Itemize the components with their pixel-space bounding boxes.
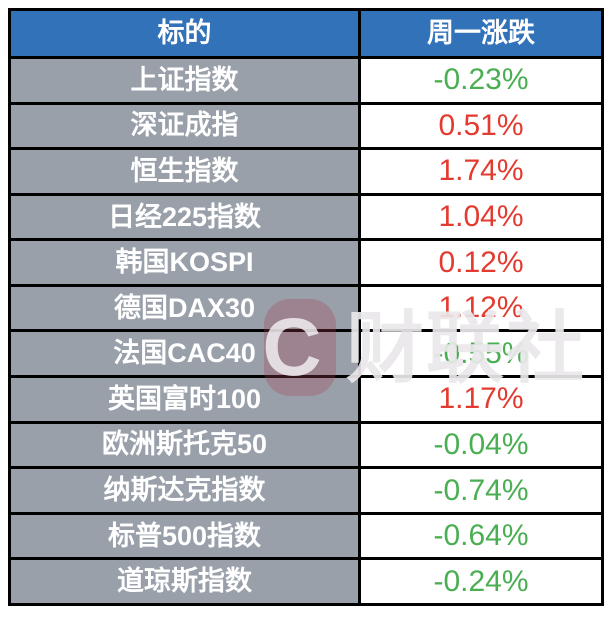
index-name-cell: 标普500指数 [11, 514, 358, 558]
change-value-cell: -0.23% [361, 59, 601, 102]
change-value-cell: 0.51% [361, 104, 601, 148]
index-name-cell: 道琼斯指数 [11, 560, 358, 603]
change-value-cell: 0.12% [361, 241, 601, 284]
header-target-column: 标的 [11, 11, 358, 56]
change-value-cell: 1.04% [361, 195, 601, 239]
change-value-cell: 1.74% [361, 150, 601, 193]
change-value-cell: -0.04% [361, 423, 601, 467]
change-value-cell: 1.17% [361, 378, 601, 421]
index-name-cell: 英国富时100 [11, 378, 358, 421]
index-name-cell: 上证指数 [11, 59, 358, 102]
index-name-cell: 恒生指数 [11, 150, 358, 193]
index-table: 标的 周一涨跌 上证指数 -0.23% 深证成指 0.51% 恒生指数 1.74% 日经22… [8, 8, 604, 606]
change-value-cell: -0.24% [361, 560, 601, 603]
index-name-cell: 纳斯达克指数 [11, 469, 358, 512]
index-name-cell: 深证成指 [11, 104, 358, 148]
index-name-cell: 欧洲斯托克50 [11, 423, 358, 467]
index-name-cell: 韩国KOSPI [11, 241, 358, 284]
index-name-cell: 德国DAX30 [11, 286, 358, 330]
change-value-cell: -0.64% [361, 514, 601, 558]
index-name-cell: 法国CAC40 [11, 332, 358, 376]
change-value-cell: -0.55% [361, 332, 601, 376]
index-name-cell: 日经225指数 [11, 195, 358, 239]
change-value-cell: -0.74% [361, 469, 601, 512]
change-value-cell: 1.12% [361, 286, 601, 330]
header-monday-change-column: 周一涨跌 [361, 11, 601, 56]
